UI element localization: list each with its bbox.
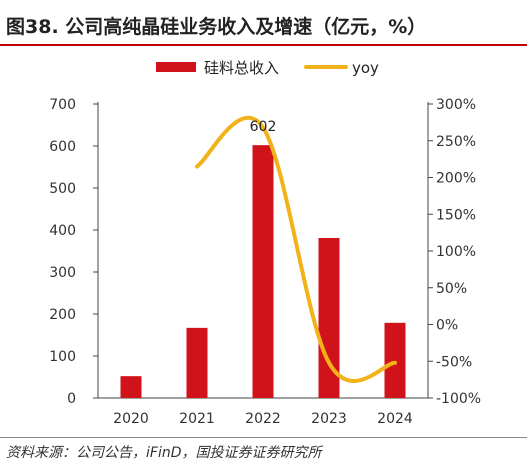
- x-tick-label: 2021: [179, 411, 215, 427]
- left-tick-label: 100: [49, 349, 76, 365]
- bar-2023: [318, 237, 340, 398]
- bars: [120, 145, 406, 398]
- left-tick-label: 200: [49, 307, 76, 323]
- legend-label-revenue: 硅料总收入: [204, 59, 279, 77]
- legend-label-yoy: yoy: [352, 59, 379, 77]
- right-tick-label: 50%: [436, 281, 467, 297]
- x-tick-label: 2024: [377, 411, 413, 427]
- left-tick-label: 700: [49, 97, 76, 113]
- bar-2020: [120, 376, 142, 398]
- title-bar: 图38. 公司高纯晶硅业务收入及增速（亿元，%）: [0, 0, 527, 46]
- source-note: 资料来源：公司公告，iFinD，国投证券证券研究所: [6, 445, 322, 461]
- right-tick-label: -100%: [436, 391, 481, 407]
- right-tick-label: 250%: [436, 134, 476, 150]
- data-label-2022: 602: [250, 119, 277, 135]
- bar-2021: [186, 327, 208, 398]
- x-tick-label: 2023: [311, 411, 347, 427]
- right-tick-label: 200%: [436, 171, 476, 187]
- right-tick-label: 100%: [436, 244, 476, 260]
- x-tick-label: 2022: [245, 411, 281, 427]
- left-tick-label: 500: [49, 181, 76, 197]
- right-tick-label: 150%: [436, 207, 476, 223]
- right-tick-label: -50%: [436, 354, 472, 370]
- left-tick-label: 400: [49, 223, 76, 239]
- bar-2022: [252, 145, 274, 398]
- left-tick-label: 0: [67, 391, 76, 407]
- source-rule: [0, 437, 527, 438]
- yoy-line: [195, 116, 397, 383]
- x-tick-label: 2020: [113, 411, 149, 427]
- data-labels: 602: [250, 119, 277, 135]
- right-tick-label: 0%: [436, 318, 458, 334]
- chart-title: 图38. 公司高纯晶硅业务收入及增速（亿元，%）: [6, 16, 427, 38]
- axes: 700 600 500 400 300 200 100 0 300% 250% 200% 150% 10…: [49, 97, 481, 427]
- chart: 硅料总收入 yoy 700 600 500 400 300 200 100 0 300% 250%…: [49, 59, 481, 427]
- left-tick-label: 300: [49, 265, 76, 281]
- right-tick-label: 300%: [436, 97, 476, 113]
- yoy-series-line: [195, 116, 397, 383]
- legend-swatch-revenue: [156, 62, 196, 72]
- legend: 硅料总收入 yoy: [156, 59, 379, 77]
- left-tick-label: 600: [49, 139, 76, 155]
- title-rule: [0, 44, 527, 46]
- bar-2024: [384, 322, 406, 398]
